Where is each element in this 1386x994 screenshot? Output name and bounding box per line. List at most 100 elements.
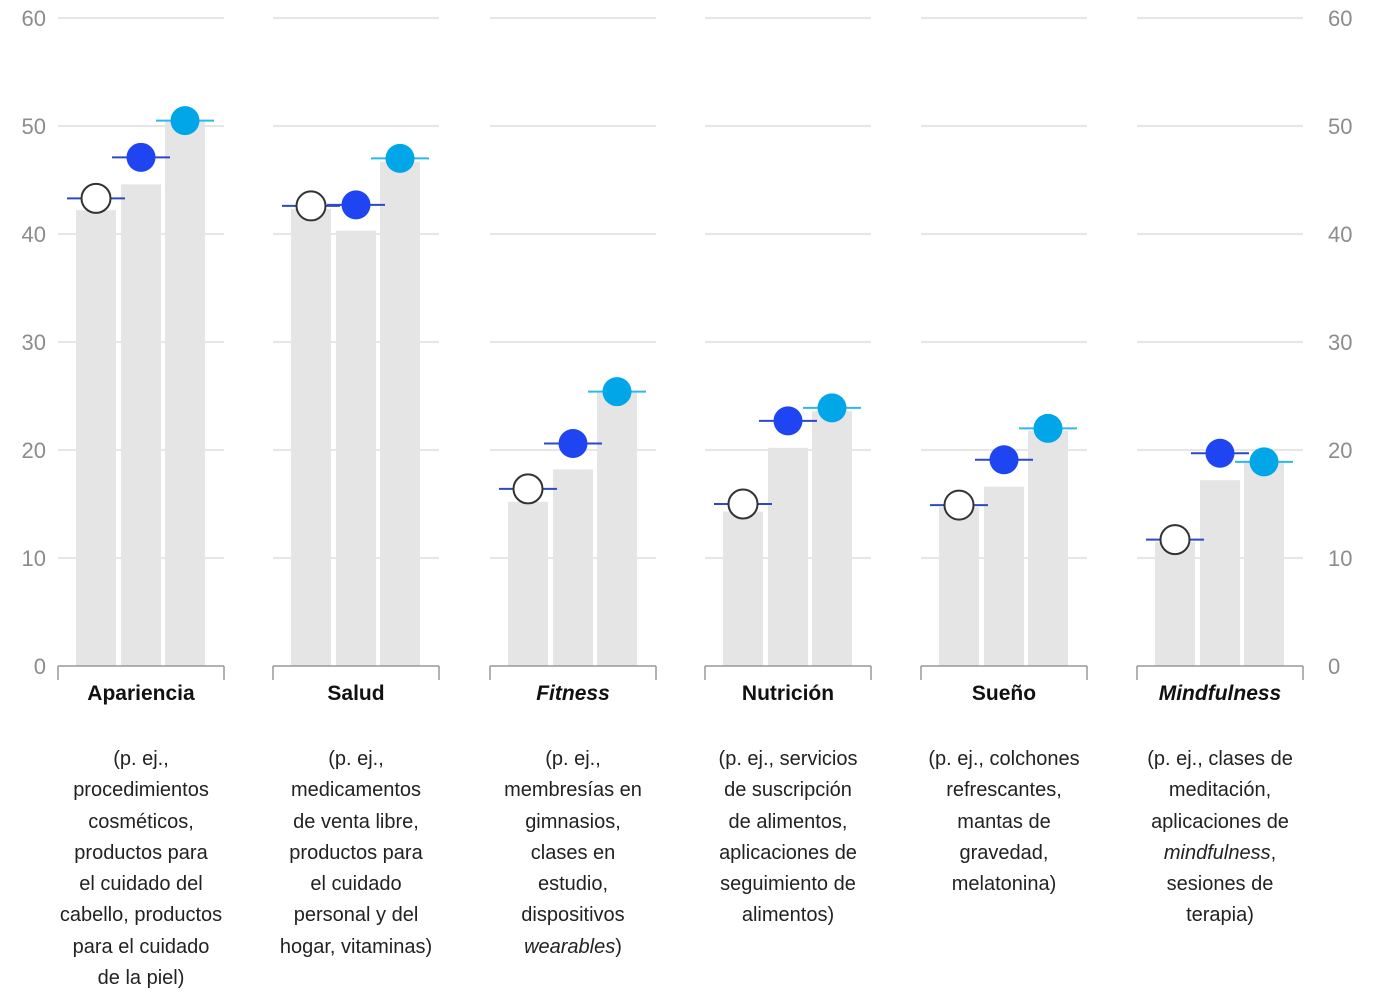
description-line: el cuidado bbox=[258, 869, 454, 900]
bar bbox=[984, 486, 1024, 666]
y-tick-label-right: 20 bbox=[1328, 438, 1352, 463]
description-text: mantas de bbox=[957, 810, 1051, 833]
description-text: para el cuidado bbox=[72, 935, 210, 958]
description-line: productos para bbox=[43, 838, 239, 869]
description-text: ) bbox=[615, 935, 622, 958]
description-line: wearables) bbox=[475, 932, 671, 963]
data-marker bbox=[1159, 524, 1191, 556]
description-text: meditación, bbox=[1168, 779, 1272, 802]
description-text: productos para bbox=[289, 841, 423, 864]
description-line: el cuidado del bbox=[43, 869, 239, 900]
y-tick-label-right: 10 bbox=[1328, 546, 1352, 571]
data-marker bbox=[170, 106, 200, 136]
description-line: cabello, productos bbox=[43, 900, 239, 931]
y-tick-label-left: 0 bbox=[34, 654, 46, 679]
description-line: de venta libre, bbox=[258, 807, 454, 838]
description-text: seguimiento de bbox=[720, 873, 856, 896]
category-title: Fitness bbox=[536, 682, 610, 705]
description-text: wearables bbox=[524, 935, 616, 958]
data-marker bbox=[385, 143, 415, 173]
description-text: aplicaciones de bbox=[719, 841, 857, 864]
data-marker bbox=[817, 393, 847, 423]
description-text: de venta libre, bbox=[293, 810, 419, 833]
y-tick-label-left: 30 bbox=[22, 330, 46, 355]
bar bbox=[291, 209, 331, 666]
description-line: aplicaciones de bbox=[1122, 807, 1318, 838]
description-text: gimnasios, bbox=[525, 810, 621, 833]
category-description: (p. ej., medicamentos de venta libre, produ… bbox=[258, 744, 454, 963]
description-text: terapia) bbox=[1186, 904, 1254, 927]
description-text: , bbox=[1270, 841, 1277, 864]
bar bbox=[939, 507, 979, 666]
description-text: productos para bbox=[74, 841, 208, 864]
description-line: productos para bbox=[258, 838, 454, 869]
category-description: (p. ej., colchones refrescantes, mantas de… bbox=[906, 744, 1102, 900]
description-line: gimnasios, bbox=[475, 807, 671, 838]
bar bbox=[508, 501, 548, 666]
description-line: procedimientos bbox=[43, 775, 239, 806]
bar bbox=[597, 392, 637, 666]
description-text: medicamentos bbox=[290, 779, 422, 802]
data-marker bbox=[989, 445, 1019, 475]
data-marker bbox=[80, 182, 112, 214]
description-line: terapia) bbox=[1122, 900, 1318, 931]
description-line: (p. ej., bbox=[475, 744, 671, 775]
bar bbox=[380, 161, 420, 666]
description-line: seguimiento de bbox=[690, 869, 886, 900]
description-text: (p. ej., clases de bbox=[1147, 748, 1293, 770]
description-text: refrescantes, bbox=[946, 779, 1062, 802]
description-line: meditación, bbox=[1122, 775, 1318, 806]
data-marker bbox=[1249, 447, 1279, 477]
category-title: Mindfulness bbox=[1158, 682, 1282, 705]
bar bbox=[1155, 541, 1195, 666]
description-text: estudio, bbox=[537, 873, 609, 896]
description-line: de alimentos, bbox=[690, 807, 886, 838]
description-line: melatonina) bbox=[906, 869, 1102, 900]
description-line: (p. ej., clases de bbox=[1122, 744, 1318, 775]
description-line: de la piel) bbox=[43, 963, 239, 994]
category-description: (p. ej., servicios de suscripción de alime… bbox=[690, 744, 886, 932]
description-text: sesiones de bbox=[1166, 873, 1274, 896]
y-tick-label-right: 30 bbox=[1328, 330, 1352, 355]
chart-plot-area: 0 0 10 10 20 20 30 30 40 40 50 50 60 60 bbox=[22, 6, 1352, 680]
y-tick-label-left: 20 bbox=[22, 438, 46, 463]
description-line: aplicaciones de bbox=[690, 838, 886, 869]
description-line: gravedad, bbox=[906, 838, 1102, 869]
bar bbox=[336, 230, 376, 666]
description-line: (p. ej., bbox=[258, 744, 454, 775]
data-marker bbox=[1033, 413, 1063, 443]
y-tick-label-left: 50 bbox=[22, 114, 46, 139]
description-text: de alimentos, bbox=[728, 810, 848, 833]
description-text: (p. ej., servicios bbox=[718, 748, 858, 770]
description-line: cosméticos, bbox=[43, 807, 239, 838]
y-tick-label-right: 60 bbox=[1328, 6, 1352, 31]
category-description: (p. ej., membresías en gimnasios, clases en… bbox=[475, 744, 671, 963]
description-line: mantas de bbox=[906, 807, 1102, 838]
description-text: (p. ej., bbox=[328, 748, 384, 770]
description-line: para el cuidado bbox=[43, 932, 239, 963]
description-text: hogar, vitaminas) bbox=[279, 935, 433, 958]
description-line: mindfulness, bbox=[1122, 838, 1318, 869]
description-line: (p. ej., colchones bbox=[906, 744, 1102, 775]
description-text: cosméticos, bbox=[88, 810, 194, 833]
y-tick-label-right: 50 bbox=[1328, 114, 1352, 139]
y-tick-label-left: 10 bbox=[22, 546, 46, 571]
y-tick-label-left: 40 bbox=[22, 222, 46, 247]
data-marker bbox=[1205, 438, 1235, 468]
data-marker bbox=[126, 142, 156, 172]
category-title: Salud bbox=[327, 682, 385, 705]
data-marker bbox=[558, 429, 588, 459]
y-tick-label-right: 0 bbox=[1328, 654, 1340, 679]
bar bbox=[553, 469, 593, 666]
description-text: el cuidado del bbox=[79, 873, 203, 896]
description-text: personal y del bbox=[293, 904, 419, 927]
description-text: dispositivos bbox=[521, 904, 625, 927]
description-text: (p. ej., colchones bbox=[928, 748, 1080, 770]
description-line: dispositivos bbox=[475, 900, 671, 931]
category-description: (p. ej., procedimientos cosméticos, product… bbox=[43, 744, 239, 994]
description-text: mindfulness bbox=[1163, 841, 1271, 864]
bar bbox=[165, 121, 205, 667]
description-text: de suscripción bbox=[724, 779, 852, 802]
bar bbox=[812, 411, 852, 666]
description-line: personal y del bbox=[258, 900, 454, 931]
